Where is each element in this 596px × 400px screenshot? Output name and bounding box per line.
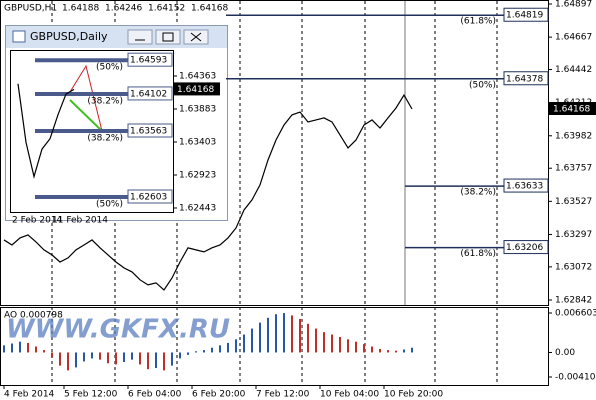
ao-y-tick-label: -0.004103 [555,373,596,383]
inset-current-price: 1.64168 [177,85,214,95]
current-price: 1.64168 [553,105,590,115]
ao-y-tick-label: 0.006603 [555,309,596,319]
inset-level-percent: (38.2%) [87,96,123,106]
quote-high: 1.64246 [105,4,142,14]
ao-title: AO 0.000798 [4,311,63,321]
x-tick-label: 5 Feb 12:00 [64,390,118,400]
x-tick-label: 6 Feb 20:00 [192,390,246,400]
window-frame [5,25,228,221]
current-price-tag [549,102,596,116]
symbol: GBPUSD,H1 [4,4,57,14]
inset-y-tick-label: 1.62923 [179,171,216,181]
inset-level-tag [127,86,173,101]
zigzag-green [69,99,103,132]
y-tick-label: 1.64667 [555,33,592,43]
y-tick-label: 1.63982 [555,131,592,141]
y-tick-label: 1.63527 [555,197,592,207]
daily-window: GBPUSD,Daily 1.64363 1.63883 1.63403 1.6292… [5,25,228,226]
x-tick-label: 10 Feb 20:00 [384,390,443,400]
fibo-percent: (50%) [469,80,496,90]
inset-price-tag [174,82,220,96]
level-tag [503,7,549,22]
inset-y-tick-label: 1.63403 [179,138,216,148]
minimize-button[interactable] [127,29,153,45]
inset-level-price: 1.64102 [130,89,167,99]
inset-y-tick-label: 1.63883 [179,105,216,115]
y-tick-label: 1.62842 [555,296,592,306]
quote-open: 1.64188 [62,4,99,14]
level-tag [503,240,549,255]
quote-close: 1.64168 [191,4,228,14]
window-icon [12,30,26,43]
x-tick-label: 4 Feb 2014 [4,390,55,400]
level-price: 1.63206 [506,243,543,253]
maximize-button[interactable] [155,29,181,45]
inset-y-tick-label: 1.64363 [179,72,216,82]
close-glyph [190,32,202,42]
inset-x-tick-label: 11 Feb 2014 [52,216,108,226]
main-frame [0,0,549,306]
fibo-percent: (38.2%) [460,188,496,198]
window-title: GBPUSD,Daily [30,30,108,43]
quote-low: 1.64152 [148,4,185,14]
quote-header: GBPUSD,H1 1.64188 1.64246 1.64152 1.6416… [4,4,228,14]
inset-level-tag [127,52,173,67]
y-tick-label: 1.63072 [555,262,592,272]
inset-level-price: 1.62603 [130,193,167,203]
x-tick-label: 10 Feb 04:00 [320,390,379,400]
y-tick-label: 1.64897 [555,0,592,10]
inset-level-percent: (50%) [96,200,123,210]
fibo-percent: (61.8%) [460,17,496,27]
inset-level-price: 1.64593 [130,56,167,66]
y-tick-label: 1.63757 [555,164,592,174]
ao-y-tick-label: 0.00 [555,348,575,358]
inset-level-tag [127,123,173,138]
y-tick-label: 1.64442 [555,65,592,75]
x-tick-label: 6 Feb 04:00 [128,390,182,400]
inset-level-tag [127,189,173,204]
y-tick-label: 1.63297 [555,230,592,240]
inset-level-percent: (38.2%) [87,134,123,144]
ao-frame [0,307,549,386]
maximize-glyph [162,32,174,42]
level-price: 1.64819 [506,11,543,21]
level-tag [503,178,549,193]
inset-y-tick-label: 1.62443 [179,204,216,214]
inset-plot-frame [10,50,174,213]
level-price: 1.64378 [506,74,543,84]
price-line [3,93,413,291]
inset-x-tick-label: 2 Feb 2014 [12,216,63,226]
inset-level-percent: (50%) [96,63,123,73]
watermark: WWW.GKFX.RU [6,315,230,345]
x-tick-label: 7 Feb 12:00 [256,390,310,400]
inset-level-price: 1.63563 [130,127,167,137]
price-line [17,83,75,179]
fibo-percent: (61.8%) [460,249,496,259]
level-tag [503,71,549,86]
level-price: 1.63633 [506,182,543,192]
